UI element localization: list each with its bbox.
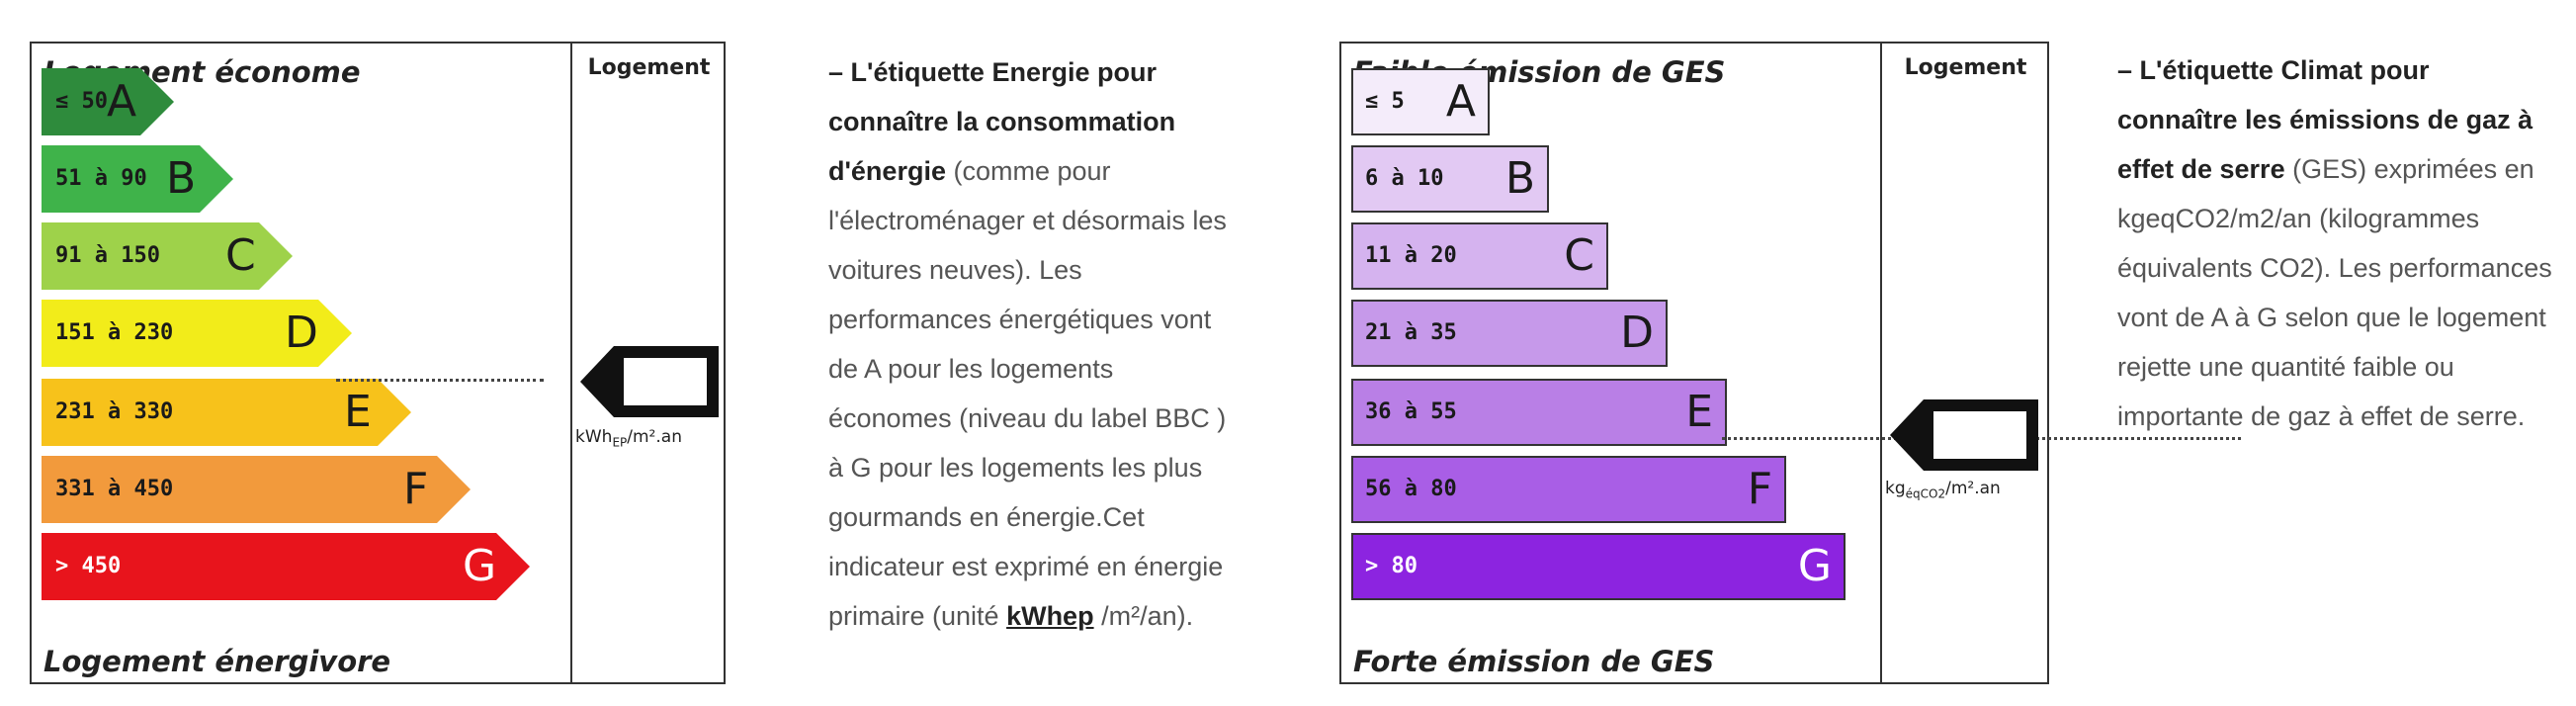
- climate-class-e: 36 à 55 E: [1351, 379, 1727, 446]
- energy-class-tip: [496, 533, 530, 600]
- energy-class-body: [42, 379, 378, 446]
- energy-class-tip: [437, 456, 471, 523]
- energy-class-range: > 450: [55, 554, 122, 578]
- energy-class-body: [42, 222, 259, 290]
- climate-class-range: 6 à 10: [1365, 166, 1444, 191]
- energy-class-body: [42, 145, 200, 213]
- climate-class-range: 36 à 55: [1365, 399, 1457, 424]
- climate-label-description: – L'étiquette Climat pour connaître les …: [2117, 45, 2552, 441]
- energy-class-range: 331 à 450: [55, 477, 174, 501]
- climate-class-f: 56 à 80 F: [1351, 456, 1786, 523]
- climate-class-d: 21 à 35 D: [1351, 300, 1668, 367]
- energy-indicator-dotted-line: [336, 379, 544, 382]
- energy-text-dash: –: [828, 57, 851, 87]
- climate-class-b: 6 à 10 B: [1351, 145, 1549, 213]
- energy-class-letter: C: [225, 230, 256, 281]
- climate-class-range: > 80: [1365, 554, 1417, 578]
- energy-class-letter: B: [166, 153, 197, 204]
- climate-class-range: 11 à 20: [1365, 243, 1457, 268]
- climate-text-bold: L'étiquette Climat pour connaître les ém…: [2117, 55, 2533, 184]
- energy-class-body: [42, 300, 318, 367]
- energy-class-f: 331 à 450 F: [42, 456, 471, 523]
- energy-text-end: /m²/an).: [1093, 601, 1194, 631]
- energy-unit-label: kWhEP/m².an: [575, 427, 682, 449]
- energy-unit-main: kWh: [575, 427, 613, 447]
- climate-class-range: ≤ 5: [1365, 89, 1405, 114]
- climate-class-g: > 80 G: [1351, 533, 1846, 600]
- energy-class-tip: [259, 222, 293, 290]
- climate-class-letter: B: [1504, 153, 1535, 204]
- climate-text-body: (GES) exprimées en kgeqCO2/m2/an (kilogr…: [2117, 154, 2552, 431]
- energy-label-bottom-heading: Logement énergivore: [43, 645, 391, 678]
- climate-indicator-marker: [1890, 399, 2038, 471]
- energy-class-b: 51 à 90 B: [42, 145, 233, 213]
- energy-class-letter: A: [107, 76, 137, 127]
- climate-class-c: 11 à 20 C: [1351, 222, 1608, 290]
- energy-text-bold: L'étiquette Energie pour connaître la co…: [828, 57, 1176, 186]
- climate-class-letter: A: [1445, 76, 1476, 127]
- climate-unit-sub: éqCO2: [1905, 486, 1946, 501]
- energy-class-range: 91 à 150: [55, 243, 160, 268]
- energy-class-a: ≤ 50 A: [42, 68, 174, 135]
- climate-class-range: 56 à 80: [1365, 477, 1457, 501]
- energy-class-range: 151 à 230: [55, 320, 174, 345]
- climate-unit-main: kg: [1885, 479, 1906, 498]
- energy-class-body: [42, 533, 496, 600]
- logement-column-title: Logement: [1904, 55, 2027, 80]
- climate-unit-label: kgéqCO2/m².an: [1885, 479, 2001, 500]
- energy-class-e: 231 à 330 E: [42, 379, 411, 446]
- energy-class-range: 51 à 90: [55, 166, 147, 191]
- energy-class-tip: [378, 379, 411, 446]
- energy-class-letter: D: [285, 308, 318, 358]
- energy-class-body: [42, 68, 140, 135]
- energy-unit-rest: /m².an: [627, 427, 682, 447]
- energy-class-tip: [140, 68, 174, 135]
- energy-class-tip: [200, 145, 233, 213]
- climate-unit-rest: /m².an: [1945, 479, 2001, 498]
- energy-class-g: > 450 G: [42, 533, 530, 600]
- energy-class-letter: G: [463, 541, 497, 591]
- energy-class-body: [42, 456, 437, 523]
- energy-class-letter: F: [403, 464, 429, 514]
- climate-label-bottom-heading: Forte émission de GES: [1353, 645, 1715, 678]
- climate-class-a: ≤ 5 A: [1351, 68, 1490, 135]
- energy-class-c: 91 à 150 C: [42, 222, 293, 290]
- climate-text-dash: –: [2117, 55, 2140, 85]
- climate-class-range: 21 à 35: [1365, 320, 1457, 345]
- column-divider: [1880, 44, 1882, 682]
- climate-class-letter: G: [1797, 541, 1832, 591]
- energy-class-letter: E: [344, 387, 372, 437]
- logement-column-title: Logement: [587, 55, 711, 80]
- column-divider: [570, 44, 572, 682]
- energy-indicator-marker: [580, 346, 719, 417]
- climate-class-letter: F: [1747, 464, 1772, 514]
- energy-class-range: ≤ 50: [55, 89, 108, 114]
- energy-label-description: – L'étiquette Energie pour connaître la …: [828, 47, 1244, 641]
- energy-class-d: 151 à 230 D: [42, 300, 352, 367]
- energy-class-range: 231 à 330: [55, 399, 174, 424]
- climate-class-letter: D: [1620, 308, 1654, 358]
- energy-class-tip: [318, 300, 352, 367]
- energy-unit-sub: EP: [612, 435, 628, 450]
- energy-text-body: (comme pour l'électroménager et désormai…: [828, 156, 1227, 631]
- energy-text-unit: kWhep: [1006, 601, 1094, 631]
- climate-class-letter: E: [1685, 387, 1713, 437]
- climate-class-letter: C: [1564, 230, 1594, 281]
- energy-label: Logement économe Logement ≤ 50 A 51 à 90 B 9…: [30, 42, 726, 684]
